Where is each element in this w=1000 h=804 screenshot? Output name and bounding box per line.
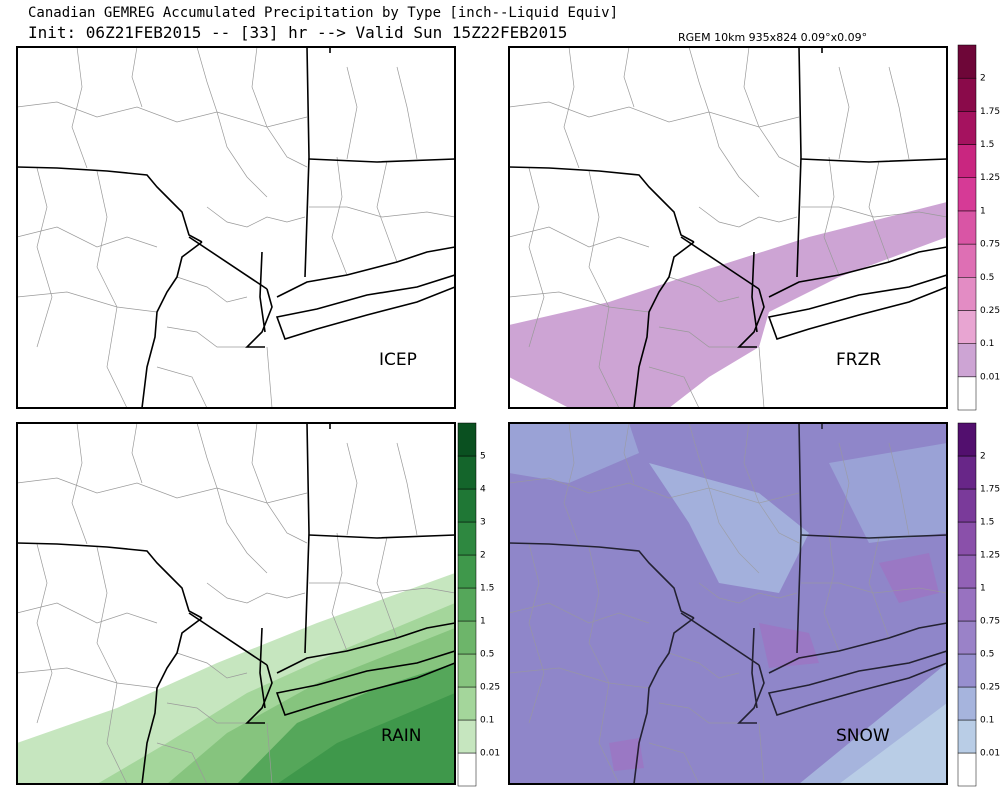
colorbar-segment (457, 587, 477, 622)
title: Canadian GEMREG Accumulated Precipitatio… (28, 5, 618, 21)
colorbar-label: 1 (480, 617, 486, 627)
colorbar-label: 0.25 (980, 683, 1000, 693)
colorbar-segment (457, 455, 477, 490)
colorbar-label: 0.75 (980, 617, 1000, 627)
colorbar-segment (457, 488, 477, 523)
panel-frzr: FRZR (508, 46, 948, 409)
colorbar-label: 1 (980, 584, 986, 594)
colorbar-label: 0.01 (980, 749, 1000, 759)
colorbar-label: 0.01 (980, 372, 1000, 382)
colorbar-segment (957, 310, 977, 344)
model-info: RGEM 10km 935x824 0.09°x0.09° (678, 31, 867, 44)
colorbar-label: 0.75 (980, 240, 1000, 250)
subtitle: Init: 06Z21FEB2015 -- [33] hr --> Valid … (28, 23, 567, 42)
colorbar-segment (957, 243, 977, 278)
colorbar-label: 1.25 (980, 173, 1000, 183)
colorbar-segment (957, 144, 977, 178)
colorbar-label: 2 (480, 551, 486, 561)
colorbar-label: 0.25 (980, 306, 1000, 316)
colorbar-label: 0.5 (980, 273, 994, 283)
colorbar-label: 1.5 (980, 518, 994, 528)
colorbar-label: 5 (480, 452, 486, 462)
colorbar-segment (957, 653, 977, 688)
colorbar-segment (957, 77, 977, 112)
colorbar-label: 4 (480, 485, 486, 495)
colorbar-segment (957, 554, 977, 589)
panel-snow: SNOW (508, 422, 948, 785)
colorbar-segment (957, 719, 977, 754)
colorbar-segment (457, 554, 477, 589)
colorbar-segment (457, 719, 477, 754)
colorbar-label: 1.25 (980, 551, 1000, 561)
colorbar-segment (957, 111, 977, 145)
colorbar-label: 0.5 (480, 650, 494, 660)
colorbar-segment (457, 422, 477, 457)
colorbar-label: 1.75 (980, 485, 1000, 495)
panel-label: FRZR (836, 350, 881, 370)
colorbar-segment (957, 521, 977, 556)
colorbar-segment (457, 521, 477, 556)
colorbar-segment (957, 620, 977, 655)
colorbar-segment (957, 44, 977, 79)
colorbar-label: 0.1 (980, 716, 994, 726)
panel-label: ICEP (379, 350, 417, 370)
colorbar-label: 1 (980, 206, 986, 216)
colorbar-label: 3 (480, 518, 486, 528)
colorbar-label: 0.1 (980, 339, 994, 349)
colorbar-label: 0.5 (980, 650, 994, 660)
colorbar-label: 2 (980, 452, 986, 462)
panel-label: SNOW (836, 726, 890, 746)
colorbar-segment (957, 277, 977, 311)
colorbar-label: 1.75 (980, 107, 1000, 117)
panel-icep: ICEP (16, 46, 456, 409)
colorbar-segment (957, 177, 977, 212)
panel-rain: RAIN (16, 422, 456, 785)
colorbar-segment (957, 686, 977, 721)
colorbar-label: 2 (980, 74, 986, 84)
panel-label: RAIN (381, 726, 421, 746)
colorbar-segment (457, 752, 477, 787)
colorbar-segment (957, 422, 977, 457)
colorbar-segment (957, 343, 977, 378)
colorbar-segment (957, 488, 977, 523)
colorbar-label: 0.25 (480, 683, 500, 693)
colorbar-segment (457, 620, 477, 655)
colorbar-segment (957, 210, 977, 245)
colorbar-segment (457, 686, 477, 721)
colorbar-label: 0.01 (480, 749, 500, 759)
colorbar-segment (957, 752, 977, 787)
colorbar-segment (957, 587, 977, 622)
colorbar-label: 1.5 (480, 584, 494, 594)
colorbar-label: 1.5 (980, 140, 994, 150)
colorbar-label: 0.1 (480, 716, 494, 726)
colorbar-segment (457, 653, 477, 688)
colorbar-segment (957, 455, 977, 490)
colorbar-segment (957, 376, 977, 411)
